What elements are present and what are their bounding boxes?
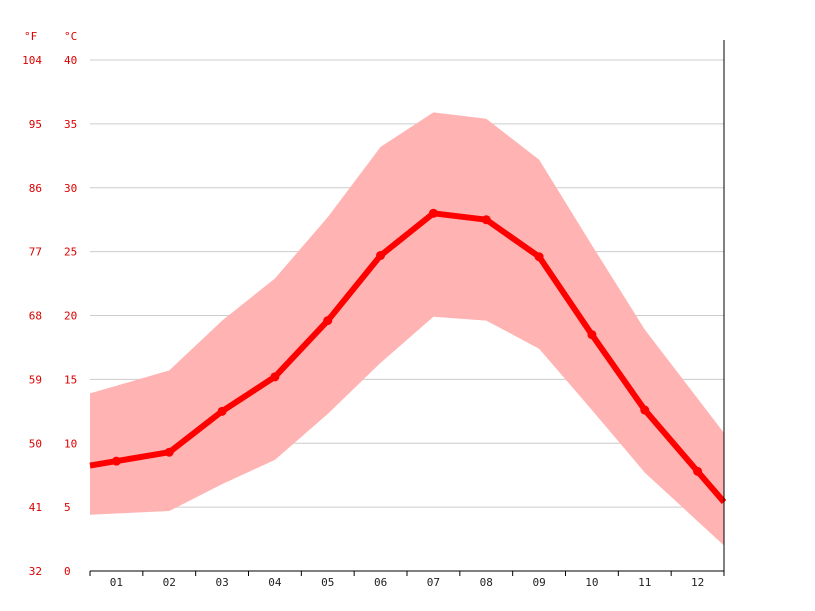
y-tick-label-f: 59	[29, 373, 42, 386]
mean-temperature-line	[89, 210, 727, 504]
mean-point-05	[323, 316, 333, 326]
mean-point-12	[693, 466, 703, 476]
mean-point-09	[534, 252, 544, 262]
y-tick-label-f: 50	[29, 437, 42, 450]
y-tick-label-c: 0	[64, 565, 71, 578]
y-tick-label-f: 32	[29, 565, 42, 578]
mean-point-04	[270, 372, 280, 382]
celsius-unit-label: °C	[64, 30, 77, 43]
x-tick-label-07: 07	[427, 576, 440, 589]
x-tick-label-08: 08	[480, 576, 493, 589]
y-tick-label-c: 40	[64, 54, 77, 67]
x-tick-label-10: 10	[585, 576, 598, 589]
fahrenheit-unit-label: °F	[24, 30, 37, 43]
y-tick-label-f: 104	[22, 54, 42, 67]
y-tick-label-f: 86	[29, 182, 42, 195]
mean-point-03	[217, 406, 227, 416]
temperature-range-band	[90, 112, 724, 546]
y-tick-label-f: 77	[29, 246, 42, 259]
y-tick-label-c: 5	[64, 501, 71, 514]
x-tick-label-02: 02	[163, 576, 176, 589]
y-tick-label-c: 20	[64, 310, 77, 323]
x-tick-label-03: 03	[215, 576, 228, 589]
mean-temperature-points	[111, 208, 703, 476]
y-tick-label-f: 95	[29, 118, 42, 131]
y-tick-label-c: 25	[64, 246, 77, 259]
mean-point-11	[640, 405, 650, 415]
x-tick-label-01: 01	[110, 576, 123, 589]
y-tick-label-c: 35	[64, 118, 77, 131]
mean-point-02	[164, 447, 174, 457]
x-tick-label-11: 11	[638, 576, 651, 589]
x-tick-label-09: 09	[532, 576, 545, 589]
x-axis-ticks: 01 02 03 04 05 06 07 08 09 10 11 12	[89, 571, 725, 589]
y-tick-label-f: 41	[29, 501, 42, 514]
mean-point-01	[111, 456, 121, 466]
mean-point-08	[481, 215, 491, 225]
x-tick-label-04: 04	[268, 576, 282, 589]
y-tick-label-f: 68	[29, 310, 42, 323]
y-tick-label-c: 10	[64, 437, 77, 450]
mean-point-07	[428, 208, 438, 218]
x-tick-label-06: 06	[374, 576, 387, 589]
y-axis-labels: 32 0 41 5 50 10 59 15 68 20 77 25 86 30 95 35 104 40	[22, 54, 77, 578]
x-tick-label-05: 05	[321, 576, 334, 589]
mean-point-10	[587, 330, 597, 340]
y-tick-label-c: 30	[64, 182, 77, 195]
mean-point-06	[376, 250, 386, 260]
y-tick-label-c: 15	[64, 373, 77, 386]
x-tick-label-12: 12	[691, 576, 704, 589]
